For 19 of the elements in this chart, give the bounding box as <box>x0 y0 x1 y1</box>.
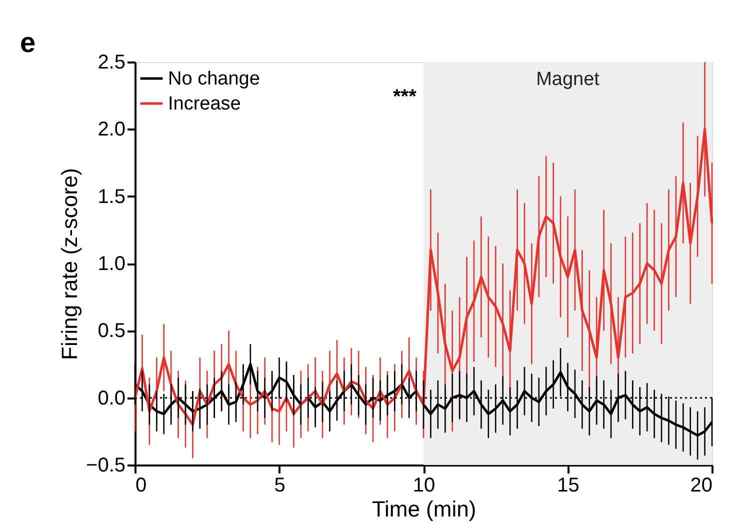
y-tick-label: 0.0 <box>98 387 126 410</box>
y-tick-label: 1.0 <box>98 253 126 275</box>
y-tick-label: 0.5 <box>98 320 126 342</box>
x-axis-title: Time (min) <box>372 496 476 522</box>
x-tick-label: 10 <box>412 474 436 496</box>
band-label: Magnet <box>536 69 600 90</box>
y-axis-title: Firing rate (z-score) <box>57 168 82 360</box>
y-tick-label: 2.0 <box>98 118 126 141</box>
y-tick-label: 1.5 <box>98 186 126 208</box>
legend-label: Increase <box>168 94 241 114</box>
y-tick-label: 2.5 <box>98 52 126 74</box>
y-tick-label: −0.5 <box>86 454 126 476</box>
x-tick-label: 5 <box>274 474 286 496</box>
legend-label: No change <box>168 68 260 90</box>
annotation: *** <box>393 86 417 108</box>
x-tick-label: 20 <box>690 474 712 496</box>
x-tick-label: 0 <box>136 474 147 496</box>
x-tick-label: 15 <box>557 474 580 496</box>
text: e <box>20 27 36 58</box>
